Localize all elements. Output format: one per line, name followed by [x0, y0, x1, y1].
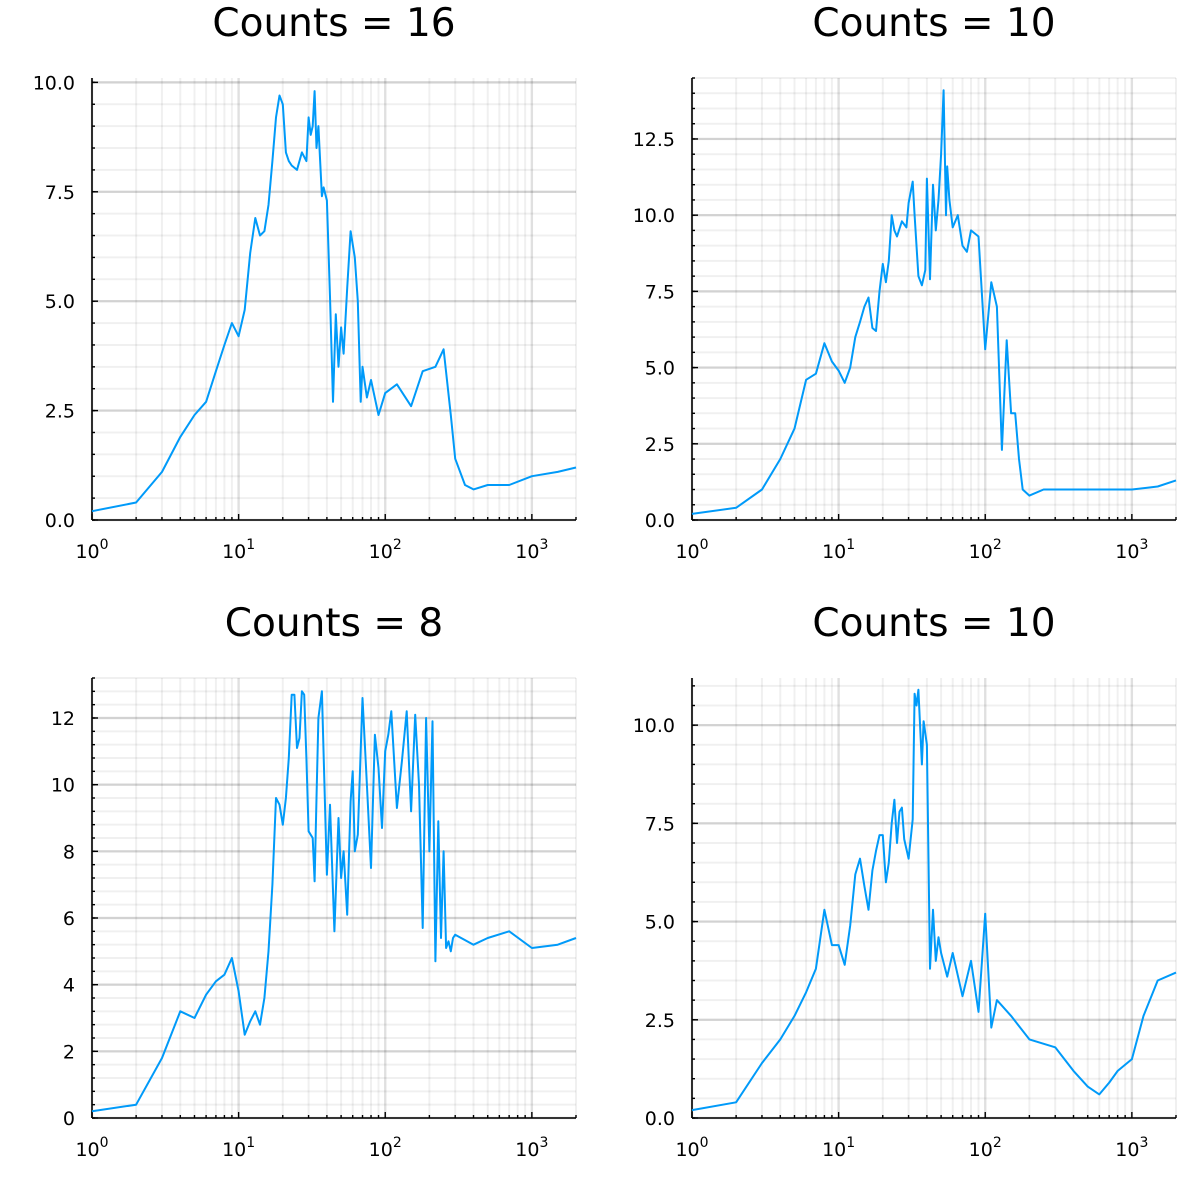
- x-tick-label: 102: [369, 537, 402, 563]
- x-tick-label: 102: [969, 537, 1002, 563]
- y-tick-label: 12: [51, 708, 75, 730]
- y-tick-label: 10.0: [33, 72, 75, 94]
- series-line: [691, 688, 1177, 1112]
- y-tick-label: 0.0: [45, 510, 75, 532]
- chart-panel-4: 100 101 102 103 0.0 2.5 5.0 7.5 10.0 Counts = 10: [633, 601, 1177, 1161]
- y-tick-label: 8: [63, 841, 75, 863]
- y-tick-label: 10.0: [633, 205, 675, 227]
- chart-title: Counts = 8: [225, 601, 443, 646]
- x-tick-label: 103: [1115, 1135, 1148, 1161]
- x-tick-label: 103: [515, 1135, 548, 1161]
- y-tick-label: 7.5: [45, 182, 75, 204]
- y-tick-label: 5.0: [645, 358, 675, 380]
- x-tick-label: 101: [822, 1135, 855, 1161]
- y-tick-label: 0.0: [645, 510, 675, 532]
- y-tick-label: 12.5: [633, 129, 675, 151]
- y-tick-label: 10.0: [633, 715, 675, 737]
- x-tick-label: 100: [75, 537, 108, 563]
- x-tick-label: 102: [969, 1135, 1002, 1161]
- y-tick-label: 10: [51, 775, 75, 797]
- chart-panel-1: 100 101 102 103 0.0 2.5 5.0 7.5 10.0 Counts = 16: [33, 1, 577, 563]
- series-line: [691, 89, 1177, 515]
- y-tick-label: 7.5: [645, 813, 675, 835]
- y-tick-label: 2.5: [645, 434, 675, 456]
- y-tick-label: 2: [63, 1041, 75, 1063]
- chart-panel-2: 100 101 102 103 0.0 2.5 5.0 7.5 10.0 12.5 Counts =…: [633, 1, 1177, 563]
- chart-title: Counts = 10: [812, 1, 1055, 46]
- x-tick-label: 101: [222, 537, 255, 563]
- y-tick-label: 5.0: [645, 912, 675, 934]
- series-line: [91, 90, 577, 513]
- x-tick-label: 103: [1115, 537, 1148, 563]
- x-tick-label: 101: [222, 1135, 255, 1161]
- y-tick-label: 0: [63, 1108, 75, 1130]
- x-tick-label: 100: [675, 1135, 708, 1161]
- y-tick-label: 0.0: [645, 1108, 675, 1130]
- x-tick-label: 100: [75, 1135, 108, 1161]
- x-tick-label: 101: [822, 537, 855, 563]
- y-tick-label: 7.5: [645, 281, 675, 303]
- y-tick-label: 5.0: [45, 291, 75, 313]
- y-tick-label: 2.5: [645, 1010, 675, 1032]
- x-tick-label: 100: [675, 537, 708, 563]
- y-tick-label: 6: [63, 908, 75, 930]
- x-tick-label: 103: [515, 537, 548, 563]
- y-tick-label: 4: [63, 975, 75, 997]
- x-tick-label: 102: [369, 1135, 402, 1161]
- series-line: [91, 690, 577, 1113]
- chart-title: Counts = 10: [812, 601, 1055, 646]
- chart-title: Counts = 16: [212, 1, 455, 46]
- y-tick-label: 2.5: [45, 401, 75, 423]
- chart-panel-3: 100 101 102 103 0 2 4 6 8 10 12 Counts = 8: [51, 601, 577, 1161]
